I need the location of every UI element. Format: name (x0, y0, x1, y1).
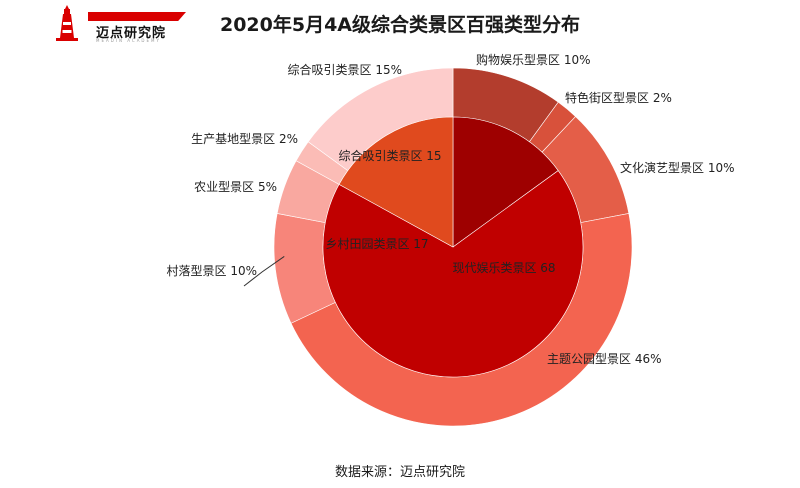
outer-label-1: 购物娱乐型景区 10% (476, 52, 591, 67)
inner-label-2: 现代娱乐类景区 68 (452, 261, 555, 275)
inner-slice-1 (452, 116, 559, 248)
logo-banner (88, 12, 186, 21)
outer-label-2: 特色街区型景区 2% (565, 90, 672, 105)
logo-name: 迈点研究院 (96, 26, 167, 41)
outer-label-5: 村落型景区 10% (167, 264, 258, 278)
leader-lines (243, 256, 285, 287)
logo-tagline: MEADIN ACADEMY (96, 38, 161, 43)
outer-label-3: 文化演艺型景区 10% (620, 160, 735, 175)
outer-label-4: 主题公园型景区 46% (547, 352, 662, 366)
lighthouse-logo-icon (56, 5, 78, 41)
inner-label-3: 乡村田园类景区 17 (325, 237, 428, 251)
slice-labels: 综合吸引类景区 15 现代娱乐类景区 68 乡村田园类景区 17 购物娱乐型景区 10… (167, 52, 735, 366)
data-source: 数据来源：迈点研究院 (334, 465, 465, 480)
inner-slice-2 (322, 170, 584, 378)
logo: 迈点研究院 MEADIN ACADEMY (52, 4, 202, 43)
leader-line-village (243, 256, 285, 287)
outer-label-8: 综合吸引类景区 15% (288, 62, 403, 77)
chart-title: 2020年5月4A级综合类景区百强类型分布 (219, 14, 581, 36)
inner-label-1: 综合吸引类景区 15 (338, 148, 441, 163)
outer-label-6: 农业型景区 5% (194, 180, 277, 194)
inner-pie (322, 116, 584, 378)
outer-label-7: 生产基地型景区 2% (191, 132, 298, 146)
inner-slice-3 (338, 116, 454, 248)
